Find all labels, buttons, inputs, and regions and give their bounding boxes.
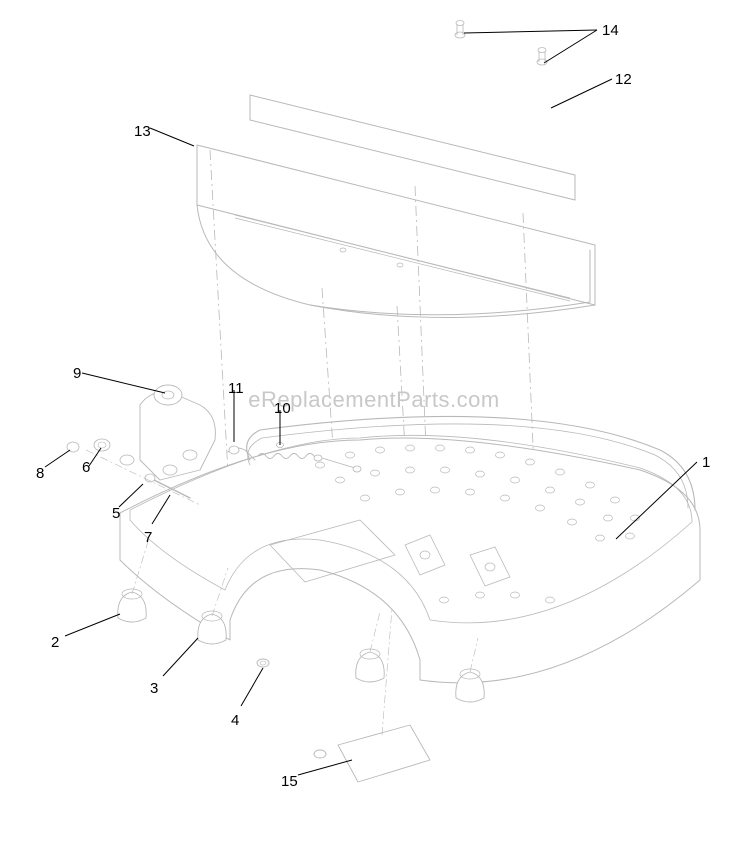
- part-label-14: 14: [602, 22, 619, 39]
- part-label-11: 11: [228, 380, 244, 397]
- part-label-3: 3: [150, 680, 158, 697]
- part-label-6: 6: [82, 459, 90, 476]
- part-label-13: 13: [134, 123, 151, 140]
- part-label-15: 15: [281, 773, 298, 790]
- part-label-1: 1: [702, 454, 710, 471]
- part-label-8: 8: [36, 465, 44, 482]
- part-label-5: 5: [112, 505, 120, 522]
- part-label-10: 10: [274, 400, 291, 417]
- part-label-4: 4: [231, 712, 239, 729]
- part-label-9: 9: [73, 365, 81, 382]
- part-label-7: 7: [144, 529, 152, 546]
- part-label-2: 2: [51, 634, 59, 651]
- part-label-12: 12: [615, 71, 632, 88]
